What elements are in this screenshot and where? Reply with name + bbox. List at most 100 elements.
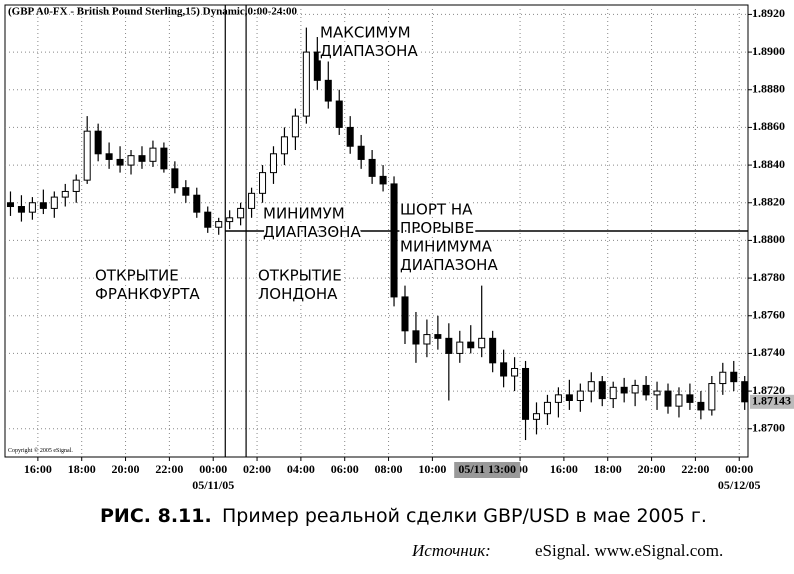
candle-body [357, 145, 365, 160]
y-tick-label: 1.8740 [752, 345, 785, 359]
y-tick-label: 1.8720 [752, 383, 785, 397]
candle-body [39, 202, 47, 209]
candle-body [401, 296, 409, 332]
x-tick-label: 22:00 [155, 462, 183, 476]
y-tick-label: 1.8880 [752, 82, 785, 96]
x-tick-label: 06:00 [331, 462, 359, 476]
annotation: ДИАПАЗОНА [263, 223, 361, 241]
date-label: 05/12/05 [718, 478, 761, 492]
candle-body [280, 136, 288, 155]
chart-title: (GBP A0-FX - British Pound Sterling,15) … [8, 6, 298, 18]
candle-body [215, 221, 223, 228]
candle-body [291, 115, 299, 138]
candles [6, 27, 749, 441]
x-tick-label: 20:00 [638, 462, 666, 476]
candle-body [72, 179, 80, 192]
source-label: Источник: [411, 541, 491, 560]
candle-body [598, 381, 606, 400]
candle-body [620, 386, 628, 394]
cursor-box [454, 462, 521, 478]
candle-body [83, 130, 91, 181]
candle-body [379, 175, 387, 185]
candle-body [116, 158, 124, 166]
candle-body [94, 130, 102, 155]
candle-body [160, 147, 168, 170]
candle-body [500, 362, 508, 377]
candle-body [532, 413, 541, 420]
annotation: МИНИМУМ [263, 205, 345, 223]
x-tick-label: 18:00 [594, 462, 622, 476]
candle-body [127, 155, 135, 166]
candle-body [259, 172, 267, 194]
x-tick-label: 04:00 [287, 462, 315, 476]
x-tick-label: 00:00 [725, 462, 753, 476]
annotation: ОТКРЫТИЕ [258, 267, 342, 285]
candle-body [686, 394, 694, 403]
candle-body [467, 341, 475, 349]
candle-body [390, 183, 398, 298]
y-tick-label: 1.8700 [752, 421, 785, 435]
y-tick-label: 1.8900 [752, 44, 785, 58]
candle-body [412, 330, 420, 345]
candle-body [664, 390, 672, 407]
grid [5, 5, 752, 461]
annotation: ФРАНКФУРТА [95, 285, 200, 303]
candle-body [554, 394, 562, 403]
candle-body [6, 202, 14, 208]
y-tick-label: 1.8760 [752, 308, 785, 322]
cursor-label: 05/11 13:00 [458, 462, 516, 476]
source-text: eSignal. www.eSignal.com. [535, 541, 723, 560]
candle-body [17, 206, 25, 213]
candle-body [237, 207, 245, 219]
candle-body [642, 384, 650, 396]
candle-body [193, 194, 201, 213]
candle-body [248, 192, 256, 209]
candle-body [708, 383, 716, 411]
annotation: МИНИМУМА [400, 238, 493, 256]
x-tick-label: 08:00 [375, 462, 403, 476]
candle-body [565, 394, 573, 402]
candle-body [50, 196, 58, 209]
candle-body [456, 341, 464, 354]
x-tick-label: 00:00 [199, 462, 227, 476]
x-tick-label: 16:00 [24, 462, 52, 476]
annotation: ДИАПАЗОНА [320, 42, 418, 60]
last-price-box [750, 394, 794, 409]
annotation: ДИАПАЗОНА [400, 256, 498, 274]
candle-body [335, 100, 343, 128]
candle-body [368, 158, 376, 177]
candle-body [675, 394, 683, 407]
y-tick-label: 1.8780 [752, 270, 785, 284]
candle-body [171, 168, 179, 189]
candle-body [543, 401, 551, 415]
annotation: ОТКРЫТИЕ [95, 267, 179, 285]
y-tick-label: 1.8820 [752, 195, 785, 209]
labels: 1.8700 1.8720 1.8740 1.8760 1.8780 1.8800 1.88… [24, 6, 794, 492]
annotation: ПРОРЫВЕ [400, 219, 474, 237]
candle-body [522, 367, 530, 420]
candle-body [434, 334, 442, 339]
candle-body [489, 337, 497, 364]
candle-body [609, 386, 617, 400]
date-label: 05/11/05 [192, 478, 234, 492]
candle-body [730, 371, 738, 383]
candle-body [149, 147, 157, 162]
candle-body [511, 367, 519, 377]
copyright: Copyright © 2005 eSignal. [8, 447, 73, 454]
candle-body [138, 155, 146, 162]
last-price-label: 1.87143 [752, 394, 791, 408]
y-tick-label: 1.8920 [752, 6, 785, 20]
candle-body [324, 79, 332, 102]
caption-label: РИС. 8.11. [100, 505, 212, 527]
x-tick-label: 02:00 [243, 462, 271, 476]
x-tick-label: 22:00 [681, 462, 709, 476]
candle-body [697, 401, 705, 411]
x-tick-label: 18:00 [68, 462, 96, 476]
candle-body [631, 384, 639, 394]
x-tick-label: 16:00 [550, 462, 578, 476]
x-tick-label: 20:00 [112, 462, 140, 476]
y-tick-label: 1.8840 [752, 157, 785, 171]
candle-body [226, 217, 234, 223]
candle-body [269, 153, 278, 174]
